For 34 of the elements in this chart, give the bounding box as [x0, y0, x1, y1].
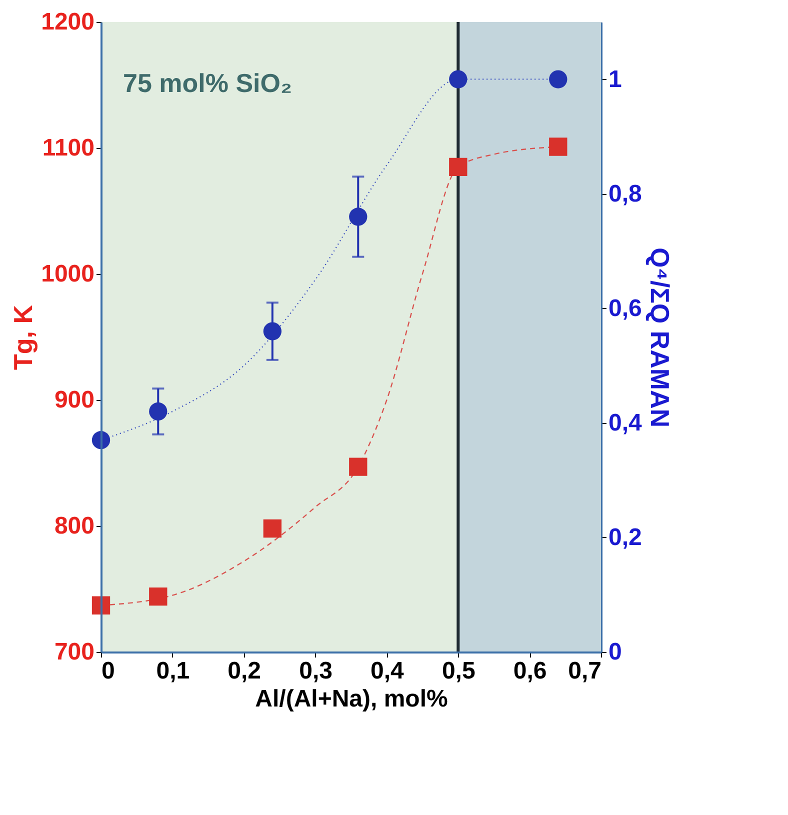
y2-tick-label: 1: [608, 66, 622, 93]
y2-tick-label: 0,6: [608, 294, 642, 322]
y2-tick-label: 0,8: [608, 180, 642, 208]
point: [449, 70, 468, 88]
y2-axis-title: Q⁴/ΣQ RAMAN: [644, 247, 675, 428]
y-tick-label: 900: [54, 386, 94, 414]
y2-tick-label: 0: [608, 638, 622, 666]
x-tick-label: 0,3: [299, 658, 332, 684]
y-tick-label: 800: [54, 512, 94, 540]
x-tick-label: 0: [102, 658, 115, 684]
y-tick-label: 1200: [41, 8, 94, 36]
y-axis-title: Tg, K: [8, 304, 38, 370]
x-tick-label: 0,7: [568, 658, 602, 684]
point: [349, 208, 368, 226]
y2-tick-label: 0,2: [608, 524, 642, 551]
x-tick-label: 0,4: [370, 658, 405, 684]
x-tick-label: 0,2: [228, 658, 262, 684]
y-tick-label: 700: [54, 638, 94, 666]
point: [263, 519, 282, 538]
y2-tick-label: 0,4: [608, 409, 643, 436]
x-tick-label: 0,5: [442, 658, 476, 684]
x-tick-label: 0,6: [513, 658, 547, 684]
annotation: 75 mol% SiO₂: [123, 68, 292, 98]
point: [149, 402, 168, 421]
point: [449, 158, 468, 176]
point: [263, 322, 282, 340]
y-tick-label: 1100: [42, 134, 94, 162]
point: [549, 70, 568, 88]
x-tick-label: 0,1: [156, 658, 190, 684]
point: [349, 458, 368, 476]
point: [549, 138, 568, 156]
x-axis-title: Al/(Al+Na), mol%: [255, 686, 448, 712]
point: [149, 587, 168, 606]
y-tick-label: 1000: [41, 260, 94, 288]
